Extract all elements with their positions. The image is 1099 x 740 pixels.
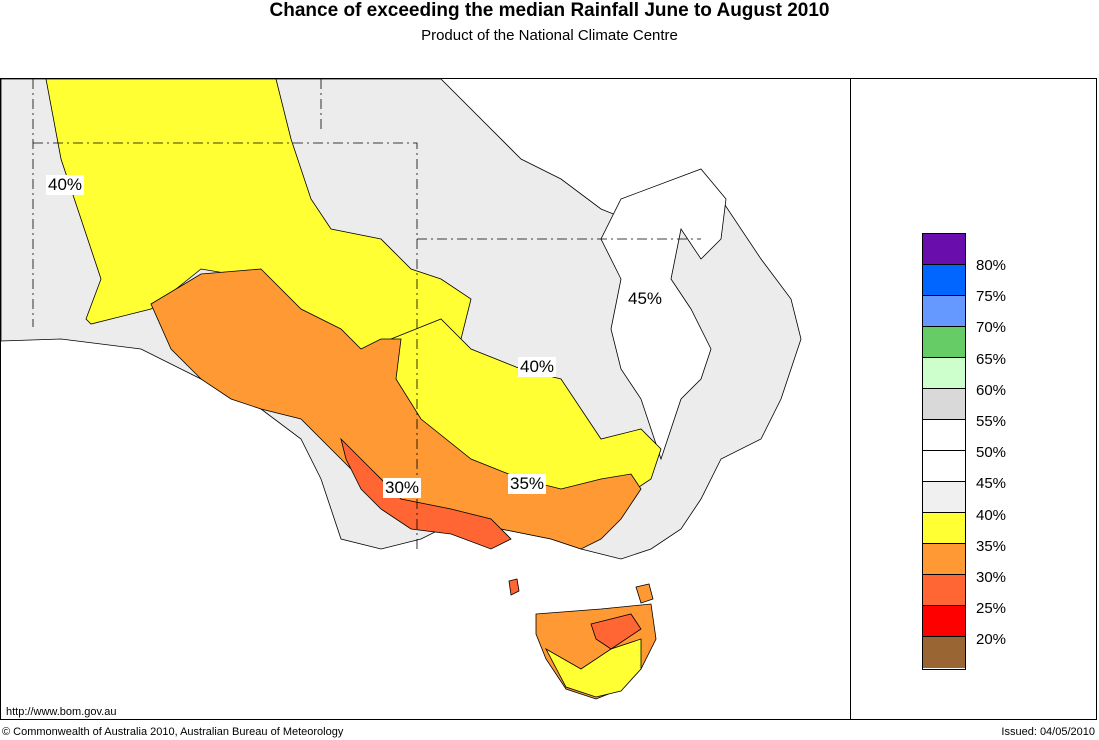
legend-swatch — [923, 451, 965, 482]
state-border — [33, 142, 418, 549]
legend-swatch — [923, 513, 965, 544]
legend-swatch — [923, 265, 965, 296]
region-white-45 — [600, 168, 727, 461]
legend-swatch — [923, 482, 965, 513]
map-title: Chance of exceeding the median Rainfall … — [269, 0, 830, 21]
legend-label: 45% — [976, 475, 1007, 493]
legend-swatch — [923, 358, 965, 389]
legend-panel — [850, 78, 1098, 720]
map-subtitle: Product of the National Climate Centre — [421, 27, 678, 44]
rainfall-map — [1, 79, 802, 700]
legend-label: 30% — [976, 569, 1007, 586]
legend-swatch — [923, 575, 965, 606]
legend-swatch — [923, 544, 965, 575]
region-dark-orange — [340, 437, 512, 550]
legend-colorbar — [922, 233, 966, 670]
label-35-south: 35% — [508, 474, 547, 494]
legend-label: 35% — [976, 537, 1007, 555]
label-40-central: 40% — [518, 357, 557, 377]
legend-label: 60% — [976, 381, 1007, 399]
legend-swatch — [923, 637, 965, 668]
legend-swatch — [923, 606, 965, 637]
issued-date: Issued: 04/05/2010 — [1001, 726, 1095, 738]
legend-swatch — [923, 234, 965, 265]
legend-label: 50% — [976, 444, 1007, 462]
legend-swatch — [923, 389, 965, 420]
label-45-north: 45% — [626, 289, 665, 309]
copyright-notice: © Commonwealth of Australia 2010, Austra… — [2, 726, 344, 738]
label-30-southwest: 30% — [383, 478, 422, 498]
legend-label: 55% — [976, 413, 1007, 430]
tasmania-dark — [590, 613, 642, 650]
legend-label: 80% — [976, 257, 1007, 274]
legend-swatch — [923, 327, 965, 358]
label-40-west: 40% — [46, 175, 85, 195]
map-frame — [0, 78, 1097, 720]
legend-swatch — [923, 296, 965, 327]
legend-label: 25% — [976, 600, 1007, 618]
legend-label: 20% — [976, 631, 1007, 649]
flinders-island — [635, 583, 654, 604]
source-url[interactable]: http://www.bom.gov.au — [6, 706, 117, 718]
legend-label: 70% — [976, 319, 1007, 337]
tasmania-yellow — [545, 638, 642, 698]
king-island — [508, 578, 520, 596]
legend-label: 75% — [976, 288, 1007, 306]
legend-label: 65% — [976, 350, 1007, 368]
legend-swatch — [923, 420, 965, 451]
legend-label: 40% — [976, 506, 1007, 524]
